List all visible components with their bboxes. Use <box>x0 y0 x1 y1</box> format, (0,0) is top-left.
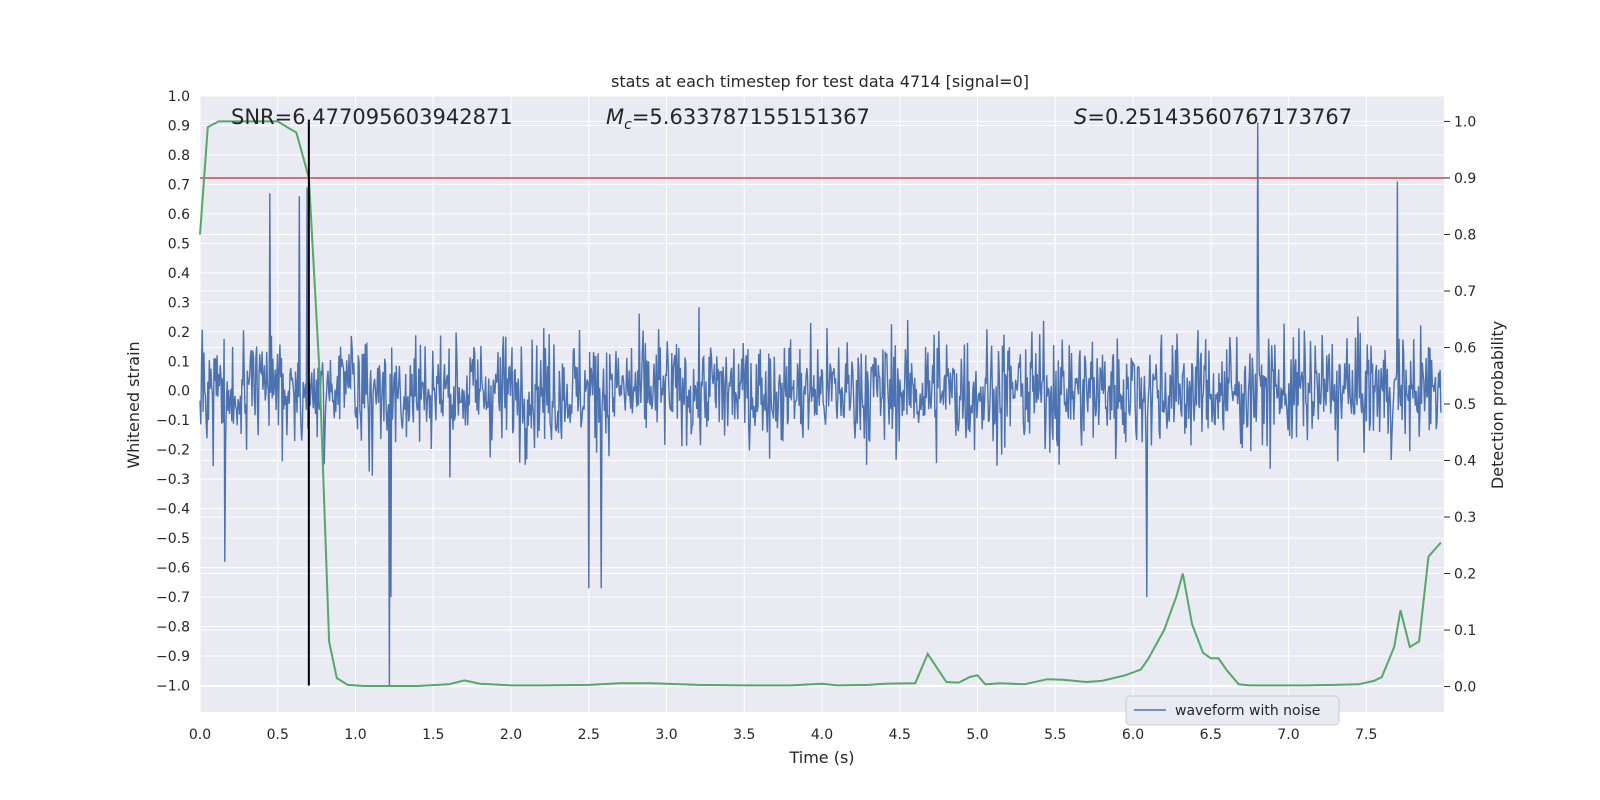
y-left-tick-label: 0.6 <box>168 207 190 223</box>
waveform-line <box>199 122 1442 686</box>
x-tick-label: 2.0 <box>500 727 522 743</box>
x-axis-label: Time (s) <box>788 748 854 767</box>
y-left-axis-label: Whitened strain <box>124 341 143 468</box>
s-symbol: S <box>1074 105 1087 129</box>
mc-value: =5.633787155151367 <box>632 105 870 129</box>
x-tick-label: 1.0 <box>344 727 366 743</box>
y-right-axis-ticks: 1.0 0.9 0.8 0.7 0.6 0.5 0.4 0.3 0.2 0.1 0.0 <box>1444 114 1476 696</box>
s-annotation: S=0.25143560767173767 <box>1074 105 1352 129</box>
y-left-tick-label: −0.9 <box>156 649 190 665</box>
y-left-tick-label: −0.1 <box>156 413 190 429</box>
x-tick-label: 5.0 <box>966 727 988 743</box>
waveform-series <box>199 122 1442 686</box>
y-right-tick-label: 0.3 <box>1454 510 1476 526</box>
x-tick-label: 7.5 <box>1355 727 1377 743</box>
y-left-axis-ticks: 1.0 0.9 0.8 0.7 0.6 0.5 0.4 0.3 0.2 0.1 0.0 −0.1 −0.… <box>156 89 190 694</box>
legend-label: waveform with noise <box>1175 703 1320 719</box>
y-left-tick-label: −0.5 <box>156 531 190 547</box>
y-left-tick-label: 0.8 <box>168 148 190 164</box>
x-tick-label: 4.0 <box>811 727 833 743</box>
x-tick-label: 0.0 <box>189 727 211 743</box>
y-left-tick-label: −0.2 <box>156 443 190 459</box>
y-right-tick-label: 0.4 <box>1454 454 1476 470</box>
y-left-tick-label: −0.3 <box>156 472 190 488</box>
x-axis-ticks: 0.0 0.5 1.0 1.5 2.0 2.5 3.0 3.5 4.0 4.5 5.0 5.5 6.0 6… <box>189 727 1378 743</box>
mc-symbol: M <box>606 105 624 129</box>
x-tick-label: 3.0 <box>655 727 677 743</box>
x-tick-label: 2.5 <box>578 727 600 743</box>
y-left-tick-label: 0.0 <box>168 384 190 400</box>
x-tick-label: 7.0 <box>1277 727 1299 743</box>
y-right-tick-label: 0.6 <box>1454 340 1476 356</box>
y-left-tick-label: 0.9 <box>168 118 190 134</box>
x-tick-label: 0.5 <box>267 727 289 743</box>
x-tick-label: 4.5 <box>889 727 911 743</box>
y-right-tick-label: 0.2 <box>1454 567 1476 583</box>
y-left-tick-label: 1.0 <box>168 89 190 105</box>
x-tick-label: 1.5 <box>422 727 444 743</box>
legend-box <box>1125 695 1340 726</box>
snr-annotation: SNR=6.477095603942871 <box>231 105 513 129</box>
y-right-tick-label: 1.0 <box>1454 114 1476 130</box>
x-tick-label: 6.0 <box>1122 727 1144 743</box>
y-right-tick-label: 0.5 <box>1454 397 1476 413</box>
mc-annotation: Mc=5.633787155151367 <box>606 105 870 133</box>
legend: waveform with noise <box>1125 695 1340 726</box>
y-right-axis-label: Detection probability <box>1488 321 1507 489</box>
y-left-tick-label: −0.4 <box>156 502 190 518</box>
s-value: =0.25143560767173767 <box>1087 105 1352 129</box>
y-left-tick-label: 0.2 <box>168 325 190 341</box>
y-right-tick-label: 0.7 <box>1454 284 1476 300</box>
y-right-tick-label: 0.0 <box>1454 680 1476 696</box>
y-left-tick-label: 0.7 <box>168 177 190 193</box>
y-left-tick-label: 0.5 <box>168 236 190 252</box>
y-left-tick-label: 0.1 <box>168 354 190 370</box>
chart-title: stats at each timestep for test data 471… <box>611 72 1029 91</box>
y-left-tick-label: 0.4 <box>168 266 190 282</box>
mc-subscript: c <box>624 117 632 133</box>
x-tick-label: 5.5 <box>1044 727 1066 743</box>
x-tick-label: 3.5 <box>733 727 755 743</box>
y-right-tick-label: 0.8 <box>1454 227 1476 243</box>
y-right-tick-label: 0.9 <box>1454 171 1476 187</box>
detection-probability-series <box>199 120 1442 687</box>
y-left-tick-label: 0.3 <box>168 295 190 311</box>
y-left-tick-label: −0.6 <box>156 561 190 577</box>
y-left-tick-label: −0.8 <box>156 620 190 636</box>
y-left-tick-label: −0.7 <box>156 590 190 606</box>
x-tick-label: 6.5 <box>1200 727 1222 743</box>
y-right-tick-label: 0.1 <box>1454 623 1476 639</box>
y-left-tick-label: −1.0 <box>156 678 190 694</box>
